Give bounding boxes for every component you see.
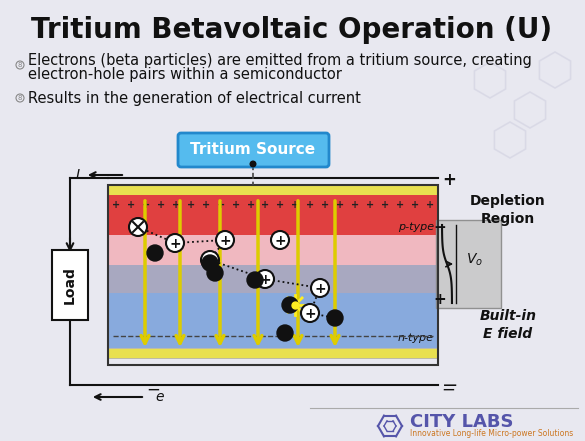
Text: 8: 8 xyxy=(18,62,22,68)
Text: e: e xyxy=(156,390,164,404)
Text: +: + xyxy=(304,307,316,321)
Circle shape xyxy=(301,304,319,322)
Text: +: + xyxy=(172,200,180,210)
Text: CITY LABS: CITY LABS xyxy=(410,413,514,431)
Circle shape xyxy=(216,231,234,249)
Text: +: + xyxy=(411,200,419,210)
Circle shape xyxy=(129,218,147,236)
Circle shape xyxy=(271,231,289,249)
Text: +: + xyxy=(112,200,120,210)
Circle shape xyxy=(327,310,343,326)
Bar xyxy=(108,195,438,235)
FancyBboxPatch shape xyxy=(178,133,329,167)
Bar xyxy=(436,220,501,308)
Text: p-type: p-type xyxy=(398,222,434,232)
Text: +: + xyxy=(157,200,165,210)
Text: −: − xyxy=(433,220,446,235)
Text: Built-in
E field: Built-in E field xyxy=(480,309,536,340)
Circle shape xyxy=(256,270,274,288)
Bar xyxy=(108,348,438,358)
Text: $V_o$: $V_o$ xyxy=(466,252,483,268)
Text: +: + xyxy=(277,200,284,210)
Circle shape xyxy=(207,265,223,281)
Circle shape xyxy=(147,245,163,261)
Text: −: − xyxy=(146,381,160,399)
Text: −: − xyxy=(442,375,459,395)
Text: Load: Load xyxy=(63,266,77,304)
Circle shape xyxy=(247,272,263,288)
Circle shape xyxy=(202,255,218,271)
Circle shape xyxy=(277,325,293,341)
Text: electron-hole pairs within a semiconductor: electron-hole pairs within a semiconduct… xyxy=(28,67,342,82)
Bar xyxy=(108,293,438,348)
Text: Electrons (beta particles) are emitted from a tritium source, creating: Electrons (beta particles) are emitted f… xyxy=(28,52,532,67)
Text: +: + xyxy=(202,200,210,210)
Text: +: + xyxy=(366,200,374,210)
Text: Innovative Long-life Micro-power Solutions: Innovative Long-life Micro-power Solutio… xyxy=(410,430,573,438)
Bar xyxy=(52,250,88,320)
Text: +: + xyxy=(336,200,345,210)
Bar xyxy=(108,265,438,293)
Text: 8: 8 xyxy=(18,95,22,101)
Text: +: + xyxy=(187,200,195,210)
Circle shape xyxy=(201,251,219,269)
Text: +: + xyxy=(307,200,315,210)
Text: +: + xyxy=(321,200,329,210)
Text: −: − xyxy=(441,381,455,399)
Text: +: + xyxy=(204,254,216,268)
Text: +: + xyxy=(433,292,446,307)
Text: +: + xyxy=(232,200,240,210)
Text: +: + xyxy=(274,234,286,248)
Text: +: + xyxy=(351,200,359,210)
Text: Tritium Source: Tritium Source xyxy=(191,142,315,157)
Circle shape xyxy=(249,161,256,168)
Text: +: + xyxy=(259,273,271,287)
Bar xyxy=(108,185,438,195)
Text: +: + xyxy=(127,200,135,210)
Text: +: + xyxy=(246,200,254,210)
Text: +: + xyxy=(442,171,456,189)
Circle shape xyxy=(166,234,184,252)
Text: +: + xyxy=(216,200,225,210)
Circle shape xyxy=(282,297,298,313)
Text: +: + xyxy=(291,200,300,210)
Text: +: + xyxy=(314,282,326,296)
Text: Results in the generation of electrical current: Results in the generation of electrical … xyxy=(28,90,361,105)
Text: n-type: n-type xyxy=(398,333,434,343)
Text: +: + xyxy=(381,200,389,210)
Text: +: + xyxy=(219,234,231,248)
Circle shape xyxy=(311,279,329,297)
Text: I: I xyxy=(76,168,80,182)
Bar xyxy=(108,235,438,265)
Text: +: + xyxy=(426,200,434,210)
Text: +: + xyxy=(169,237,181,251)
Text: Tritium Betavoltaic Operation (U): Tritium Betavoltaic Operation (U) xyxy=(32,16,553,44)
Bar xyxy=(108,185,438,365)
Text: Depletion
Region: Depletion Region xyxy=(470,194,546,226)
Text: +: + xyxy=(396,200,404,210)
Text: +: + xyxy=(142,200,150,210)
Text: +: + xyxy=(261,200,270,210)
